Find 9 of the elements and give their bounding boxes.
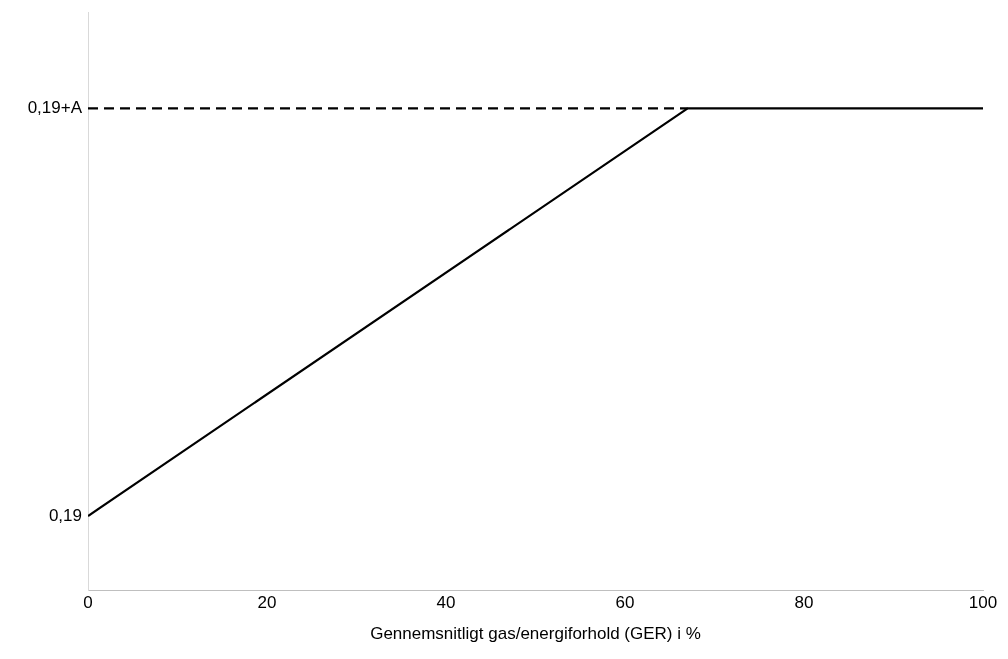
x-tick-label: 100 xyxy=(968,593,998,613)
x-tick-label: 60 xyxy=(615,593,635,613)
x-tick-label: 40 xyxy=(436,593,456,613)
annotation: 0,19 xyxy=(48,505,82,525)
x-axis-title: Gennemsnitligt gas/energiforhold (GER) i % xyxy=(370,624,701,644)
x-tick-label: 0 xyxy=(83,593,93,613)
x-tick-label: 20 xyxy=(257,593,277,613)
annotation: 0,19+A xyxy=(27,98,83,118)
x-tick-label: 80 xyxy=(794,593,814,613)
